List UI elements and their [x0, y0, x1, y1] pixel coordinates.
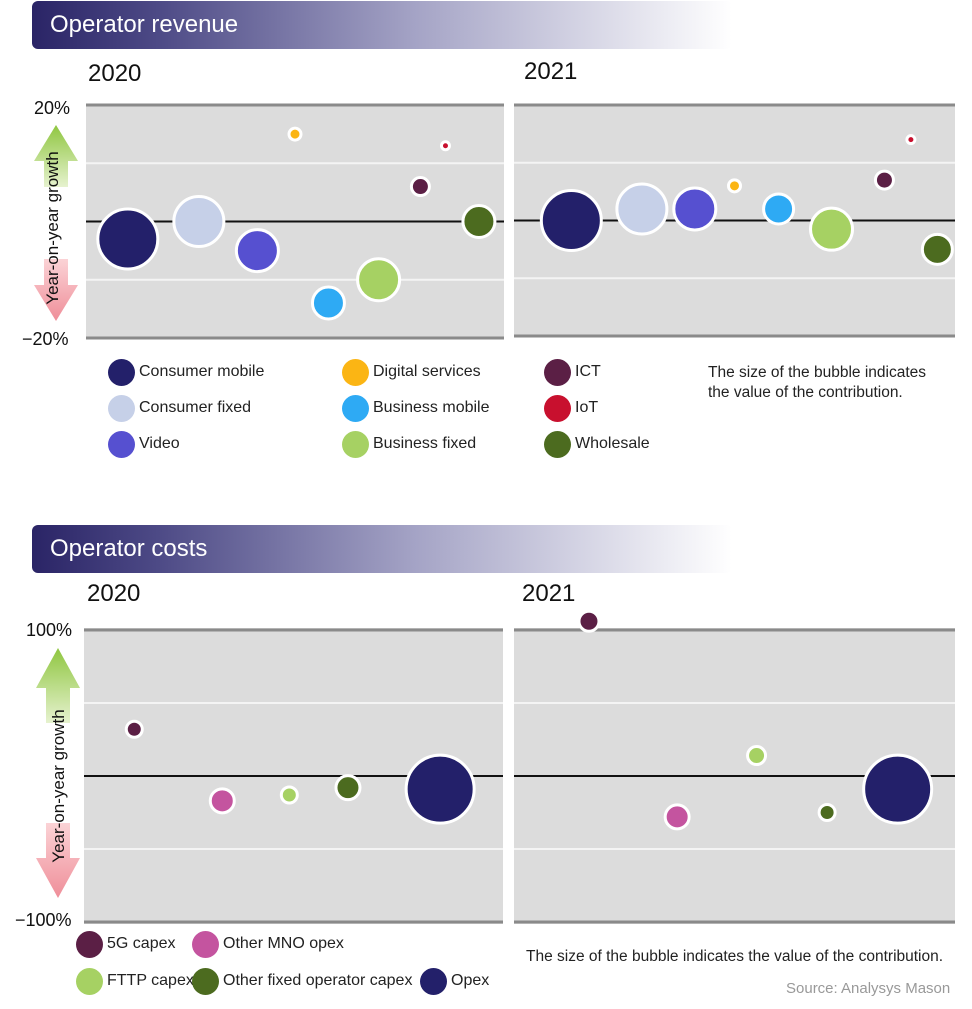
bubble-other-fixed-operator-capex [334, 774, 362, 802]
legend-item-opex: Opex [420, 967, 489, 995]
bubble-fttp-capex [279, 785, 299, 805]
revenue-y-min-label: −20% [22, 329, 69, 349]
legend-item-business-mobile: Business mobile [342, 394, 490, 422]
costs-2021-year: 2021 [522, 580, 576, 607]
bubble-video [672, 186, 718, 232]
bubble-digital-services [287, 126, 303, 142]
legend-label-5g-capex: 5G capex [107, 935, 176, 952]
bubble-digital-services [727, 178, 742, 194]
legend-label-other-fixed-operator-capex: Other fixed operator capex [223, 972, 413, 989]
bubble-5g-capex [124, 719, 144, 739]
legend-dot-business-fixed [342, 430, 369, 458]
legend-label-digital-services: Digital services [373, 363, 481, 380]
legend-dot-fttp-capex [76, 967, 103, 995]
legend-item-fttp-capex: FTTP capex [76, 967, 194, 995]
legend-item-other-mno-opex: Other MNO opex [192, 930, 344, 958]
legend-dot-other-fixed-operator-capex [192, 967, 219, 995]
bubble-consumer-fixed [615, 182, 669, 236]
legend-item-5g-capex: 5G capex [76, 930, 175, 958]
legend-item-consumer-mobile: Consumer mobile [108, 358, 264, 386]
legend-label-iot: IoT [575, 399, 599, 416]
growth-arrow-icon [36, 648, 80, 898]
legend-item-ict: ICT [544, 358, 601, 386]
legend-dot-business-mobile [342, 394, 369, 422]
legend-label-other-mno-opex: Other MNO opex [223, 935, 344, 952]
costs-title: Operator costs [50, 535, 208, 562]
bubble-consumer-fixed [172, 195, 226, 248]
legend-label-video: Video [139, 435, 180, 452]
bubble-wholesale [461, 204, 497, 239]
costs-y-max-label: 100% [26, 620, 73, 640]
bubble-wholesale [920, 232, 954, 266]
legend-item-iot: IoT [544, 394, 598, 422]
source-credit: Source: Analysys Mason [786, 980, 951, 997]
chart-3 [514, 609, 955, 924]
revenue-title: Operator revenue [50, 11, 239, 38]
revenue-2020-year: 2020 [88, 60, 142, 87]
legend-label-consumer-mobile: Consumer mobile [139, 363, 265, 380]
legend-label-fttp-capex: FTTP capex [107, 972, 194, 989]
bubble-ict [409, 176, 431, 198]
legend-label-ict: ICT [575, 363, 601, 380]
bubble-opex [404, 753, 476, 825]
legend-item-video: Video [108, 430, 180, 458]
bubble-other-fixed-operator-capex [817, 803, 837, 822]
legend-label-wholesale: Wholesale [575, 435, 650, 452]
legend-dot-other-mno-opex [192, 930, 219, 958]
chart-1 [514, 103, 955, 338]
bubble-other-mno-opex [208, 787, 236, 815]
costs-bubble-note: The size of the bubble indicates the val… [526, 948, 944, 965]
bubble-business-mobile [762, 192, 796, 226]
legend-label-consumer-fixed: Consumer fixed [139, 399, 252, 416]
chart-0 [86, 103, 504, 340]
legend-item-business-fixed: Business fixed [342, 430, 476, 458]
legend-dot-consumer-mobile [108, 358, 135, 386]
revenue-y-max-label: 20% [34, 98, 71, 118]
legend-label-business-mobile: Business mobile [373, 399, 490, 416]
chart-2 [84, 628, 503, 924]
bubble-iot [439, 140, 451, 152]
bubble-fttp-capex [746, 745, 768, 767]
revenue-bubble-note: The size of the bubble indicates the val… [708, 364, 926, 401]
legend-dot-consumer-fixed [108, 394, 135, 422]
growth-arrow-icon [34, 125, 78, 321]
bubble-video [234, 228, 280, 274]
legend-dot-wholesale [544, 430, 571, 458]
costs-2020-year: 2020 [87, 580, 141, 607]
costs-banner: Operator costs [32, 525, 732, 573]
legend-label-opex: Opex [451, 972, 490, 989]
bubble-business-fixed [356, 257, 402, 303]
bubble-other-mno-opex [663, 803, 691, 831]
costs-y-min-label: −100% [15, 910, 72, 930]
bubble-ict [873, 169, 895, 191]
legend-item-other-fixed-operator-capex: Other fixed operator capex [192, 967, 412, 995]
legend-item-wholesale: Wholesale [544, 430, 650, 458]
revenue-2021-year: 2021 [524, 58, 578, 85]
legend-dot-5g-capex [76, 930, 103, 958]
legend-item-consumer-fixed: Consumer fixed [108, 394, 251, 422]
legend-dot-ict [544, 358, 571, 386]
legend-dot-video [108, 430, 135, 458]
bubble-opex [862, 753, 934, 825]
bubble-iot [905, 134, 917, 146]
bubble-consumer-mobile [96, 207, 160, 271]
bubble-business-fixed [809, 206, 855, 252]
bubble-business-mobile [310, 285, 346, 321]
legend-dot-iot [544, 394, 571, 422]
bubble-consumer-mobile [539, 189, 603, 252]
legend-dot-opex [420, 967, 447, 995]
legend-dot-digital-services [342, 358, 369, 386]
bubble-5g-capex [577, 609, 601, 633]
revenue-banner: Operator revenue [32, 1, 732, 49]
legend-item-digital-services: Digital services [342, 358, 481, 386]
legend-label-business-fixed: Business fixed [373, 435, 477, 452]
